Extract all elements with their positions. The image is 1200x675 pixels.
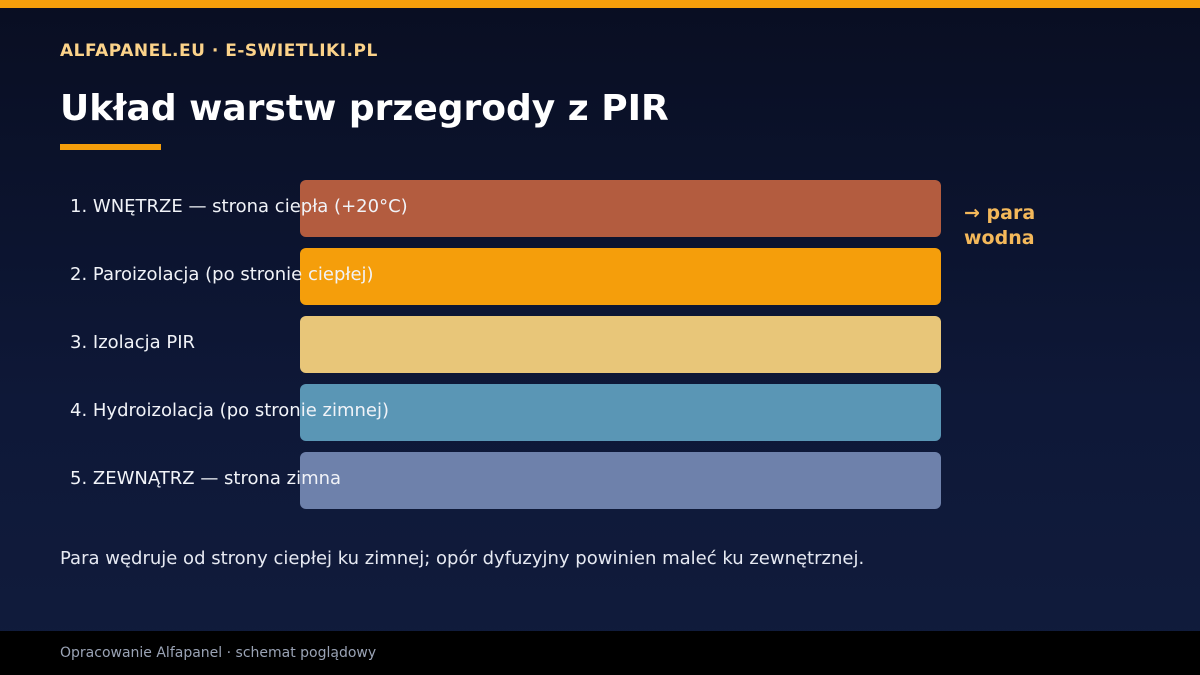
layer-bar-interior: [300, 180, 941, 237]
layer-label-waterproofing: 4. Hydroizolacja (po stronie zimnej): [70, 400, 389, 421]
layer-label-interior: 1. WNĘTRZE — strona ciepła (+20°C): [70, 196, 408, 217]
vapor-direction-note: → para wodna: [964, 202, 1036, 249]
footer-text: Opracowanie Alfapanel · schemat poglądow…: [60, 645, 377, 661]
layer-pir: 3. Izolacja PIR: [0, 316, 960, 373]
layer-bar-pir: [300, 316, 941, 373]
layer-bar-vapor-barrier: [300, 248, 941, 305]
top-accent-bar: [0, 0, 1200, 8]
caption-text: Para wędruje od strony ciepłej ku zimnej…: [60, 548, 865, 569]
title-underline: [60, 144, 161, 150]
layer-label-exterior: 5. ZEWNĄTRZ — strona zimna: [70, 468, 342, 489]
layer-label-pir: 3. Izolacja PIR: [70, 332, 196, 353]
footer: Opracowanie Alfapanel · schemat poglądow…: [0, 631, 1200, 675]
layer-interior: 1. WNĘTRZE — strona ciepła (+20°C): [0, 180, 960, 237]
layer-waterproofing: 4. Hydroizolacja (po stronie zimnej): [0, 384, 960, 441]
layer-bar-exterior: [300, 452, 941, 509]
layer-exterior: 5. ZEWNĄTRZ — strona zimna: [0, 452, 960, 509]
layer-vapor-barrier: 2. Paroizolacja (po stronie ciepłej): [0, 248, 960, 305]
brand-header: ALFAPANEL.EU · E-SWIETLIKI.PL: [60, 41, 378, 61]
layer-label-vapor-barrier: 2. Paroizolacja (po stronie ciepłej): [70, 264, 374, 285]
layer-bar-waterproofing: [300, 384, 941, 441]
page-title: Układ warstw przegrody z PIR: [60, 88, 669, 129]
